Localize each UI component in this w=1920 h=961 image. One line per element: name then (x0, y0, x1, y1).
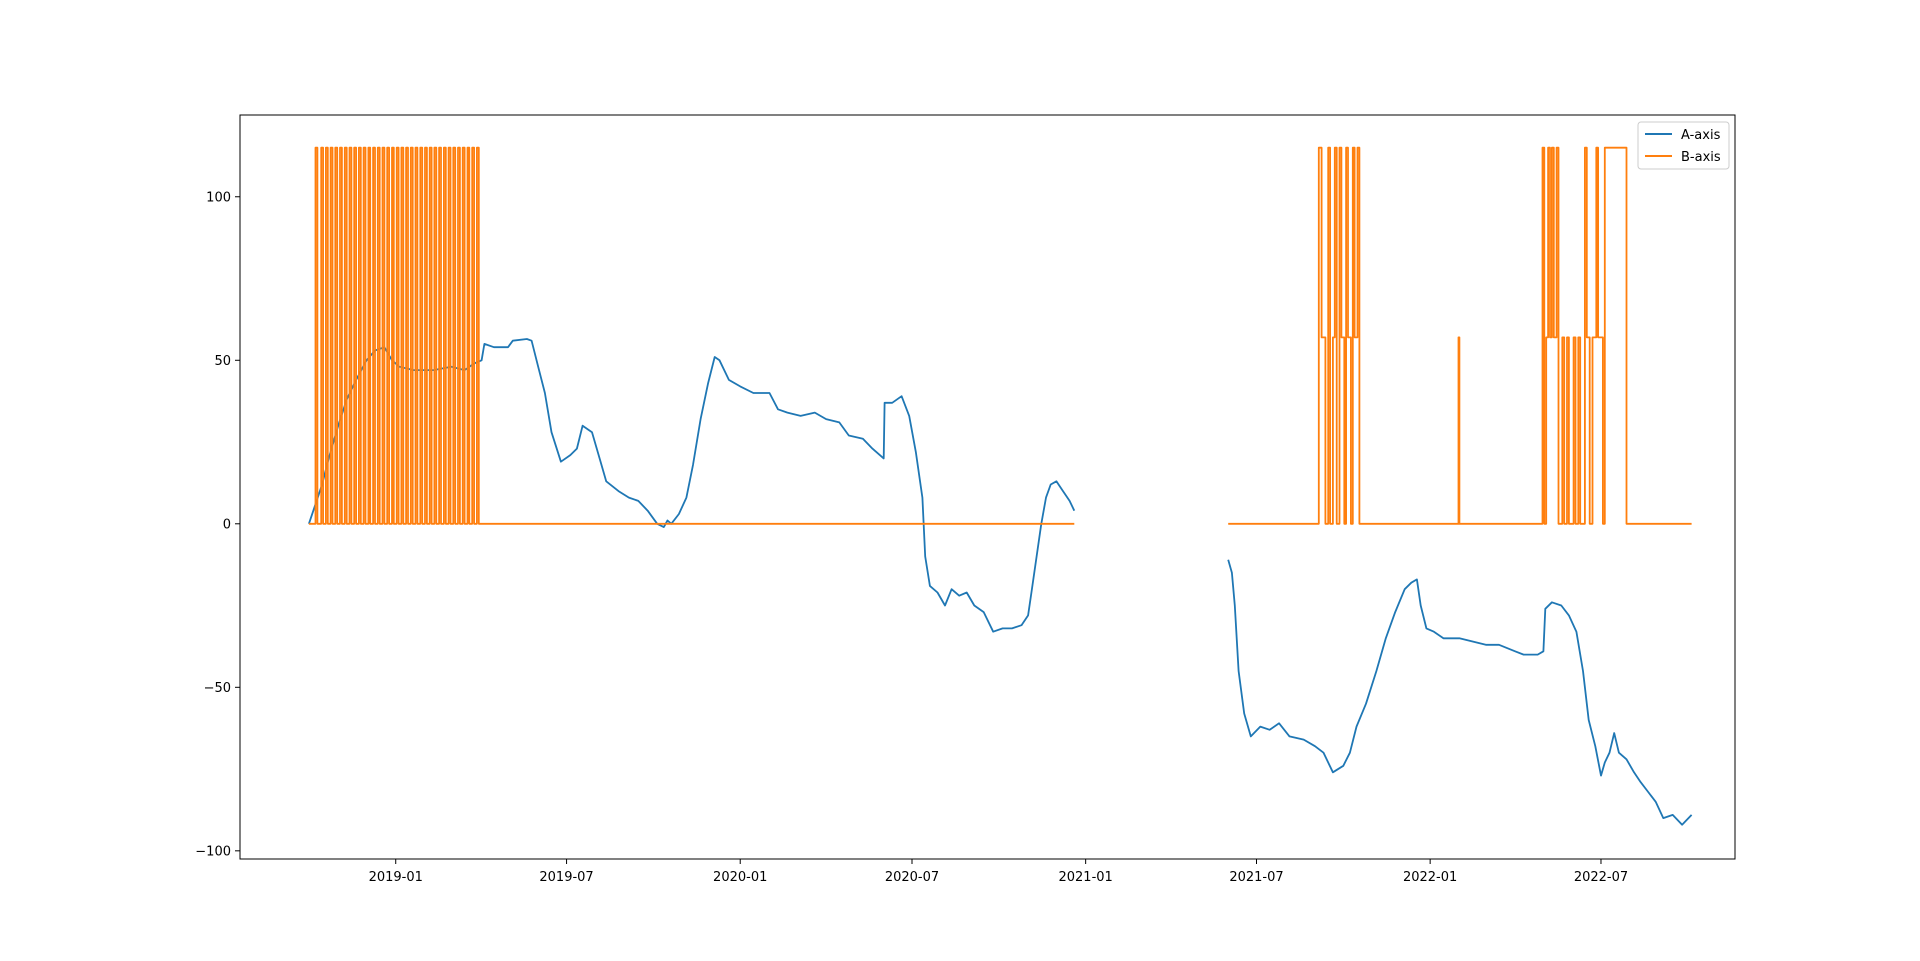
x-tick-label: 2021-07 (1229, 870, 1283, 885)
x-tick-label: 2019-07 (539, 870, 593, 885)
series-a-axis (308, 338, 1693, 826)
y-tick-label: 50 (214, 354, 231, 369)
legend-label-a-axis: A-axis (1681, 128, 1721, 143)
series-b-axis (308, 146, 1692, 525)
y-tick-label: 0 (223, 517, 231, 532)
x-tick-label: 2019-01 (369, 870, 423, 885)
x-tick-label: 2021-01 (1058, 870, 1112, 885)
y-tick-label: −50 (204, 681, 231, 696)
x-tick-label: 2022-01 (1403, 870, 1457, 885)
x-tick-label: 2022-07 (1574, 870, 1628, 885)
legend-label-b-axis: B-axis (1681, 150, 1721, 165)
series-b-axis-line-segment-2 (1228, 146, 1692, 525)
series-a-axis-line-segment-1 (308, 338, 1076, 633)
y-tick-label: 100 (206, 190, 231, 205)
legend: A-axis B-axis (1637, 121, 1730, 170)
plot-frame (239, 114, 1736, 860)
x-tick-label: 2020-07 (885, 870, 939, 885)
series-a-axis-line-segment-2 (1227, 559, 1693, 826)
series-b-axis-line-segment-1 (308, 146, 1075, 525)
y-axis: −100 −50 0 50 100 (195, 190, 240, 859)
x-axis: 2019-01 2019-07 2020-01 2020-07 2021-01 2021-… (369, 859, 1628, 885)
y-tick-label: −100 (195, 844, 231, 859)
x-tick-label: 2020-01 (713, 870, 767, 885)
series-layer (308, 146, 1693, 826)
